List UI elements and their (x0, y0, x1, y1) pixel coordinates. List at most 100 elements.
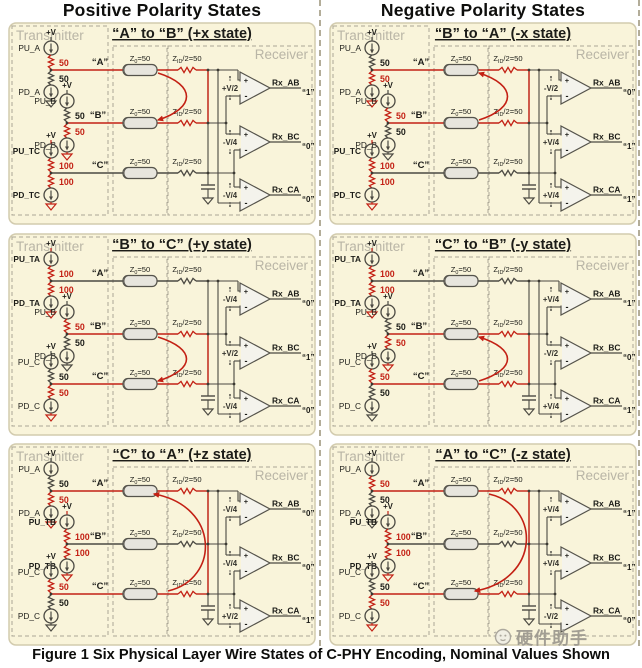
source-arrow-head (370, 617, 374, 622)
zid-label-C: ZID/2=50 (172, 157, 201, 168)
source-arrow-head (65, 523, 69, 528)
plus-input-mark: + (244, 551, 249, 560)
ground-symbol (60, 153, 74, 161)
supply-label: +V (62, 502, 73, 511)
transmission-line-B (122, 537, 158, 551)
z0-label-A: Z0=50 (130, 265, 151, 276)
transmission-line-B (122, 327, 158, 341)
panel-btoc+ystate: Transmitter Receiver“B” to “C” (+y state)… (8, 233, 316, 436)
output-value: “0” (302, 406, 314, 415)
panel-title: “A” to “B” (+x state) (112, 26, 252, 42)
pulldown-resistor (46, 281, 56, 297)
pullup-label: PU_A (18, 43, 40, 53)
minus-input-mark: - (245, 566, 248, 576)
ground-symbol (44, 203, 58, 211)
ground-symbol (522, 197, 536, 205)
watermark: 硬件助手 (492, 624, 588, 649)
tick-dot (229, 205, 231, 207)
z0-label-B: Z0=50 (451, 107, 472, 118)
supply-label: +V (62, 292, 73, 301)
wire-label-A: “A” (92, 268, 109, 279)
tick-dot (229, 76, 231, 78)
pulldown-resistor (62, 544, 72, 560)
junction-dot (537, 489, 541, 493)
zid-label-B: ZID/2=50 (493, 318, 522, 329)
voltage-label-mask (540, 346, 562, 360)
zid-label-C: ZID/2=50 (172, 578, 201, 589)
voltage-label: +V/2 (222, 612, 239, 621)
comparator-Rx_AB: + - Rx_AB“1” +V/4 (540, 492, 635, 526)
z0-label-B: Z0=50 (130, 528, 151, 539)
receiver-label: Receiver (576, 47, 630, 62)
receiver-network (522, 68, 561, 205)
output-value: “0” (302, 563, 314, 572)
junction-dot (386, 542, 390, 546)
tick-dot (550, 309, 552, 311)
tick-dot (550, 551, 552, 553)
output-value: “1” (623, 299, 635, 308)
receiver-network (201, 279, 240, 416)
tick-dot (229, 573, 231, 575)
wire-label-C: “C” (413, 581, 430, 592)
plus-input-mark: + (244, 130, 249, 139)
pullup-value: 50 (59, 479, 69, 489)
pulldown-resistor (367, 281, 377, 297)
wire-label-B: “B” (411, 110, 428, 121)
pullup-label: PU_A (339, 43, 361, 53)
tick-dot (229, 551, 231, 553)
transmission-line-C (443, 166, 479, 180)
junction-dot (206, 489, 210, 493)
cylinder-cap (444, 588, 451, 600)
ground-symbol (522, 618, 536, 626)
source-arrow-head (370, 152, 374, 157)
channel-A-group: Z0=50 ZID/2=50 “A” +V PU_A 50 50 PD_A (18, 28, 238, 108)
panel-title: “B” to “A” (-x state) (435, 26, 571, 42)
source-arrow-head (386, 567, 390, 572)
pulldown-label: PD_B (355, 140, 377, 150)
pullup-label: PU_A (339, 464, 361, 474)
junction-dot (65, 121, 69, 125)
receiver-box (488, 466, 634, 637)
pulldown-value: 100 (59, 285, 74, 295)
zid-resistor-C (177, 169, 197, 177)
plus-input-mark: + (565, 497, 570, 506)
source-arrow-head (370, 514, 374, 519)
output-value: “1” (623, 509, 635, 518)
output-label: Rx_CA (593, 396, 620, 406)
output-value: “0” (302, 195, 314, 204)
junction-dot (545, 332, 549, 336)
pullup-value: 100 (380, 269, 395, 279)
pulldown-resistor (46, 384, 56, 400)
minus-input-mark: - (566, 409, 569, 419)
panel-atoc-zstate: Transmitter Receiver “A” to “C” (-z state)… (329, 443, 637, 646)
ground-symbol (44, 414, 58, 422)
pullup-value: 50 (59, 582, 69, 592)
junction-dot (553, 382, 557, 386)
stub-ab-plus (237, 281, 240, 292)
pullup-label: PU_TB (350, 517, 377, 527)
tick-dot (229, 416, 231, 418)
pullup-label: PU_B (34, 96, 56, 106)
transmission-line-C (122, 166, 158, 180)
z0-label-A: Z0=50 (130, 54, 151, 65)
pulldown-value: 50 (396, 338, 406, 348)
supply-label: +V (383, 81, 394, 90)
output-value: “1” (302, 88, 314, 97)
transmitter-box (11, 446, 109, 637)
junction-dot (206, 279, 210, 283)
receiver-box (167, 45, 313, 216)
output-label: Rx_CA (593, 606, 620, 616)
cylinder-cap (123, 117, 130, 129)
junction-dot (527, 121, 531, 125)
junction-dot (224, 542, 228, 546)
zid-label-B: ZID/2=50 (493, 107, 522, 118)
pulldown-label: PD_C (339, 611, 361, 621)
supply-label: +V (367, 239, 378, 248)
junction-dot (232, 592, 236, 596)
supply-label: +V (46, 131, 57, 140)
pulldown-resistor (383, 123, 393, 139)
junction-dot (370, 68, 374, 72)
output-label: Rx_BC (272, 343, 299, 353)
voltage-label-mask (219, 609, 241, 623)
panel-title: “B” to “C” (+y state) (112, 237, 252, 253)
